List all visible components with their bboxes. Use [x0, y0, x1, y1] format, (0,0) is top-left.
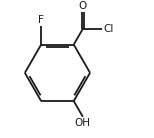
Text: O: O [79, 1, 87, 10]
Text: OH: OH [75, 118, 91, 128]
Text: F: F [38, 15, 44, 25]
Text: Cl: Cl [103, 24, 113, 34]
